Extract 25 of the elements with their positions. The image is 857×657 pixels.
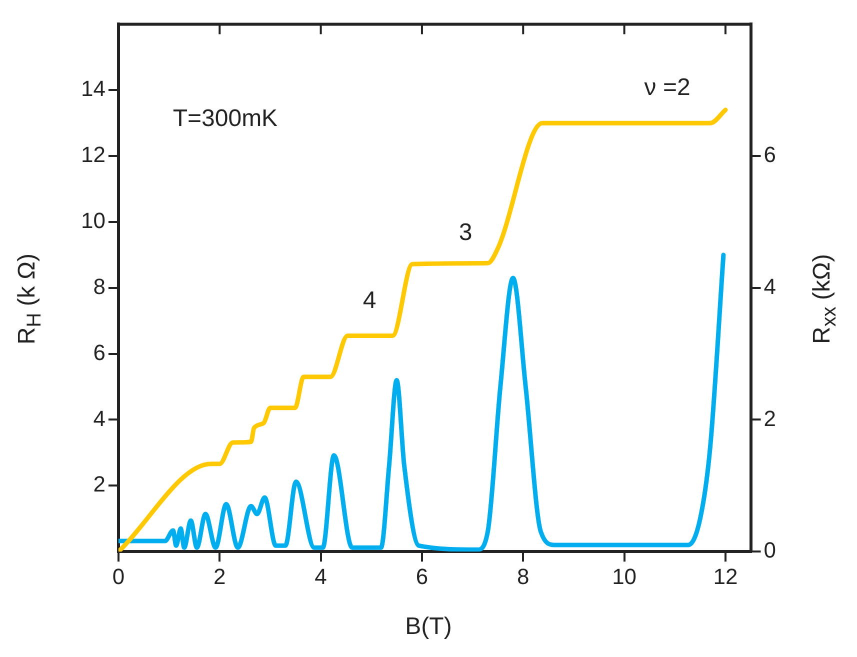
annotation: 4 — [362, 287, 376, 314]
y-tick-label: 6 — [93, 340, 106, 365]
annotation: T=300mK — [172, 104, 278, 132]
y-tick-label: 10 — [80, 208, 106, 234]
y-tick-label: 12 — [80, 142, 106, 168]
y2-tick-label: 6 — [764, 142, 776, 168]
line-series — [118, 252, 726, 552]
x-tick-label: 8 — [517, 564, 530, 589]
annotation: 3 — [458, 219, 472, 246]
y-tick-label: 14 — [80, 76, 106, 102]
x-tick-label: 2 — [214, 564, 226, 589]
y-tick-label: 2 — [93, 472, 106, 497]
y2-tick-label: 2 — [764, 406, 776, 431]
x-tick-label: 12 — [713, 564, 738, 589]
y2-tick-label: 4 — [764, 274, 776, 299]
y-tick-label: 8 — [93, 274, 106, 299]
x-tick-label: 4 — [314, 564, 327, 589]
y2-tick-label: 0 — [764, 538, 776, 563]
x-tick-label: 6 — [416, 564, 428, 589]
line-series — [118, 108, 728, 552]
annotation: ν =2 — [644, 74, 690, 102]
x-tick-label: 10 — [612, 564, 637, 589]
x-tick-label: 0 — [112, 564, 125, 589]
y-tick-label: 4 — [93, 406, 106, 431]
x-axis-title: B(T) — [404, 613, 453, 641]
